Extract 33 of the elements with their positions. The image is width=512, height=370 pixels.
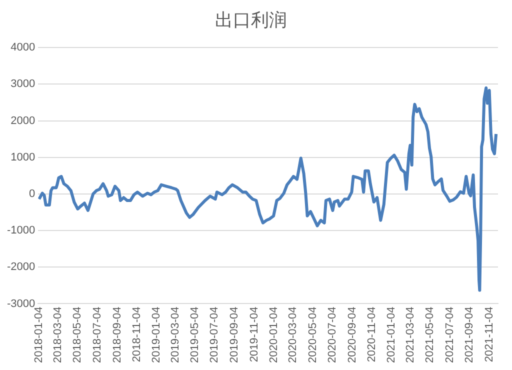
x-tick-label: 2018-03-04 bbox=[52, 306, 64, 364]
x-tick-label: 2021-05-04 bbox=[424, 306, 436, 364]
y-tick-label: -1000 bbox=[6, 224, 36, 237]
x-tick-label: 2021-01-04 bbox=[386, 306, 398, 364]
x-tick-label: 2021-07-04 bbox=[444, 306, 456, 364]
x-tick-label: 2019-09-04 bbox=[228, 306, 241, 364]
x-tick-label: 2021-09-04 bbox=[464, 306, 476, 364]
x-tick-label: 2018-07-04 bbox=[91, 306, 104, 364]
y-tick-label: -2000 bbox=[6, 261, 36, 274]
x-tick-label: 2021-03-04 bbox=[404, 306, 417, 364]
y-tick-label: -3000 bbox=[6, 298, 36, 310]
x-tick-label: 2018-05-04 bbox=[72, 306, 84, 364]
x-tick-label: 2020-01-04 bbox=[268, 306, 280, 364]
x-tick-label: 2020-07-04 bbox=[326, 306, 338, 364]
x-tick-label: 2019-01-04 bbox=[150, 306, 163, 364]
y-tick-label: 3000 bbox=[10, 78, 36, 90]
y-tick-label: 2000 bbox=[10, 114, 36, 127]
y-tick-label: 4000 bbox=[10, 42, 36, 54]
chart-title: 出口利润 bbox=[215, 10, 287, 30]
x-tick-label: 2019-03-04 bbox=[169, 306, 182, 364]
x-tick-label: 2018-11-04 bbox=[130, 306, 143, 362]
x-tick-label: 2019-11-04 bbox=[248, 306, 260, 362]
x-tick-label: 2020-03-04 bbox=[287, 306, 300, 364]
y-tick-label: 0 bbox=[29, 188, 36, 200]
x-tick-label: 2019-05-04 bbox=[189, 306, 202, 364]
x-tick-label: 2018-09-04 bbox=[111, 306, 124, 364]
x-tick-label: 2019-07-04 bbox=[208, 306, 221, 364]
x-tick-label: 2020-11-04 bbox=[366, 306, 378, 362]
x-tick-label: 2018-01-04 bbox=[33, 306, 46, 364]
y-tick-label: 1000 bbox=[10, 151, 36, 164]
x-tick-label: 2020-05-04 bbox=[306, 306, 319, 364]
x-tick-label: 2021-11-04 bbox=[483, 306, 496, 362]
x-tick-label: 2020-09-04 bbox=[346, 306, 358, 364]
